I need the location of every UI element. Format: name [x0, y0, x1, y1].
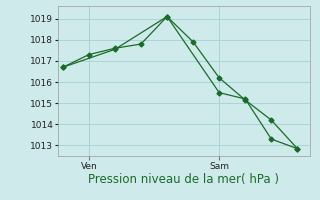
X-axis label: Pression niveau de la mer( hPa ): Pression niveau de la mer( hPa ): [89, 173, 279, 186]
